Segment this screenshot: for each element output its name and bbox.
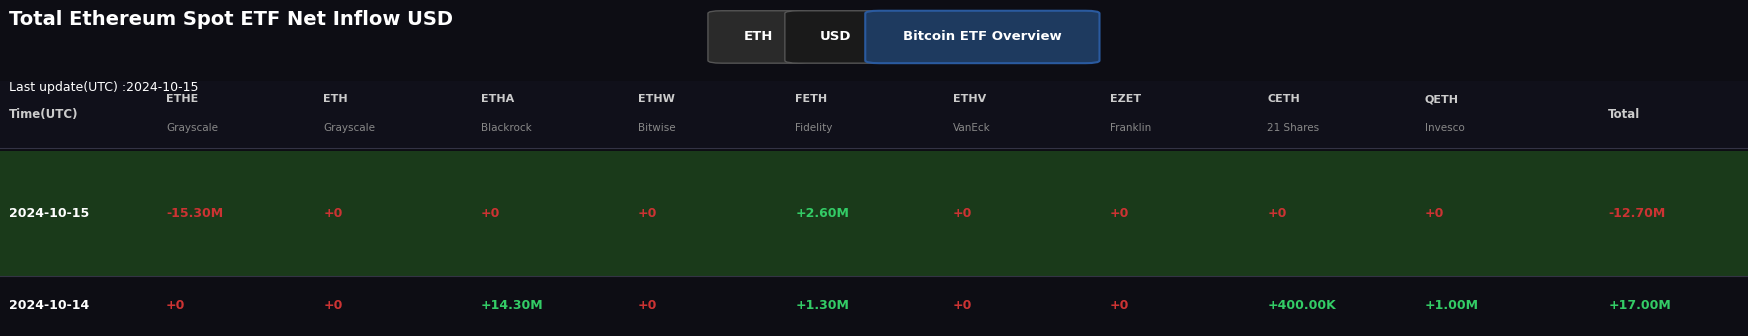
Text: ETHV: ETHV (953, 94, 986, 104)
Text: Bitwise: Bitwise (638, 123, 676, 133)
Text: +17.00M: +17.00M (1608, 299, 1671, 312)
FancyBboxPatch shape (865, 11, 1099, 63)
Text: +14.30M: +14.30M (481, 299, 544, 312)
Text: CETH: CETH (1267, 94, 1301, 104)
Text: +0: +0 (953, 207, 972, 220)
Text: -15.30M: -15.30M (166, 207, 224, 220)
Text: USD: USD (820, 31, 851, 43)
Text: +0: +0 (638, 207, 657, 220)
Text: +1.30M: +1.30M (795, 299, 850, 312)
Text: +0: +0 (1425, 207, 1444, 220)
Text: Time(UTC): Time(UTC) (9, 108, 79, 121)
Text: EZET: EZET (1110, 94, 1141, 104)
Text: Total: Total (1608, 108, 1640, 121)
Text: +1.00M: +1.00M (1425, 299, 1479, 312)
Text: Bitcoin ETF Overview: Bitcoin ETF Overview (904, 31, 1061, 43)
Text: 2024-10-15: 2024-10-15 (9, 207, 89, 220)
Text: +0: +0 (1110, 207, 1129, 220)
Text: -12.70M: -12.70M (1608, 207, 1666, 220)
Text: +0: +0 (953, 299, 972, 312)
Text: Last update(UTC) :2024-10-15: Last update(UTC) :2024-10-15 (9, 81, 198, 94)
Text: Blackrock: Blackrock (481, 123, 531, 133)
Text: +0: +0 (166, 299, 185, 312)
FancyBboxPatch shape (708, 11, 809, 63)
Text: Grayscale: Grayscale (166, 123, 218, 133)
Text: +400.00K: +400.00K (1267, 299, 1335, 312)
Text: +0: +0 (1267, 207, 1287, 220)
Text: FETH: FETH (795, 94, 827, 104)
Text: VanEck: VanEck (953, 123, 991, 133)
Text: ETH: ETH (323, 94, 348, 104)
Text: Fidelity: Fidelity (795, 123, 832, 133)
FancyBboxPatch shape (785, 11, 886, 63)
Text: +0: +0 (1110, 299, 1129, 312)
Text: ETHW: ETHW (638, 94, 675, 104)
Text: ETH: ETH (745, 31, 773, 43)
Text: ETHA: ETHA (481, 94, 514, 104)
FancyBboxPatch shape (0, 81, 1748, 148)
Text: +0: +0 (323, 299, 343, 312)
Text: +0: +0 (481, 207, 500, 220)
Text: 2024-10-14: 2024-10-14 (9, 299, 89, 312)
Text: +0: +0 (323, 207, 343, 220)
FancyBboxPatch shape (0, 151, 1748, 276)
Text: Franklin: Franklin (1110, 123, 1152, 133)
Text: 21 Shares: 21 Shares (1267, 123, 1320, 133)
Text: Grayscale: Grayscale (323, 123, 376, 133)
Text: Invesco: Invesco (1425, 123, 1465, 133)
Text: +0: +0 (638, 299, 657, 312)
Text: ETHE: ETHE (166, 94, 198, 104)
Text: Total Ethereum Spot ETF Net Inflow USD: Total Ethereum Spot ETF Net Inflow USD (9, 10, 453, 29)
Text: QETH: QETH (1425, 94, 1458, 104)
Text: +2.60M: +2.60M (795, 207, 850, 220)
